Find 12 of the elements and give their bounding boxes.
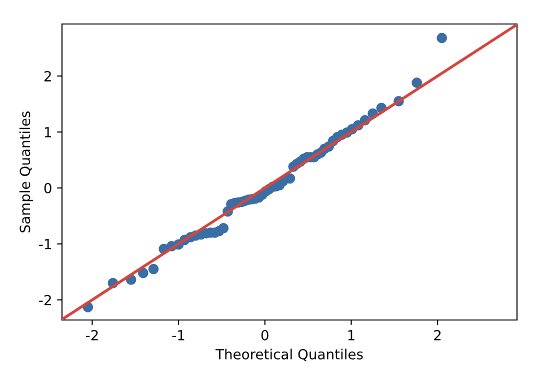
x-tick-label: 2: [434, 330, 441, 340]
y-tick-label: -1: [39, 239, 51, 250]
x-tick-label: 1: [348, 330, 354, 340]
y-tick-label: -2: [39, 294, 51, 306]
y-axis-title: Sample Quantiles: [19, 111, 33, 232]
y-tick-label: 1: [44, 127, 51, 138]
x-axis-title: Theoretical Quantiles: [215, 348, 363, 362]
y-tick-label: 0: [44, 182, 52, 194]
x-tick-label: 0: [261, 330, 268, 340]
y-tick-label: 2: [44, 71, 51, 82]
x-tick-label: -2: [86, 330, 98, 340]
x-tick-label: -1: [172, 330, 184, 340]
